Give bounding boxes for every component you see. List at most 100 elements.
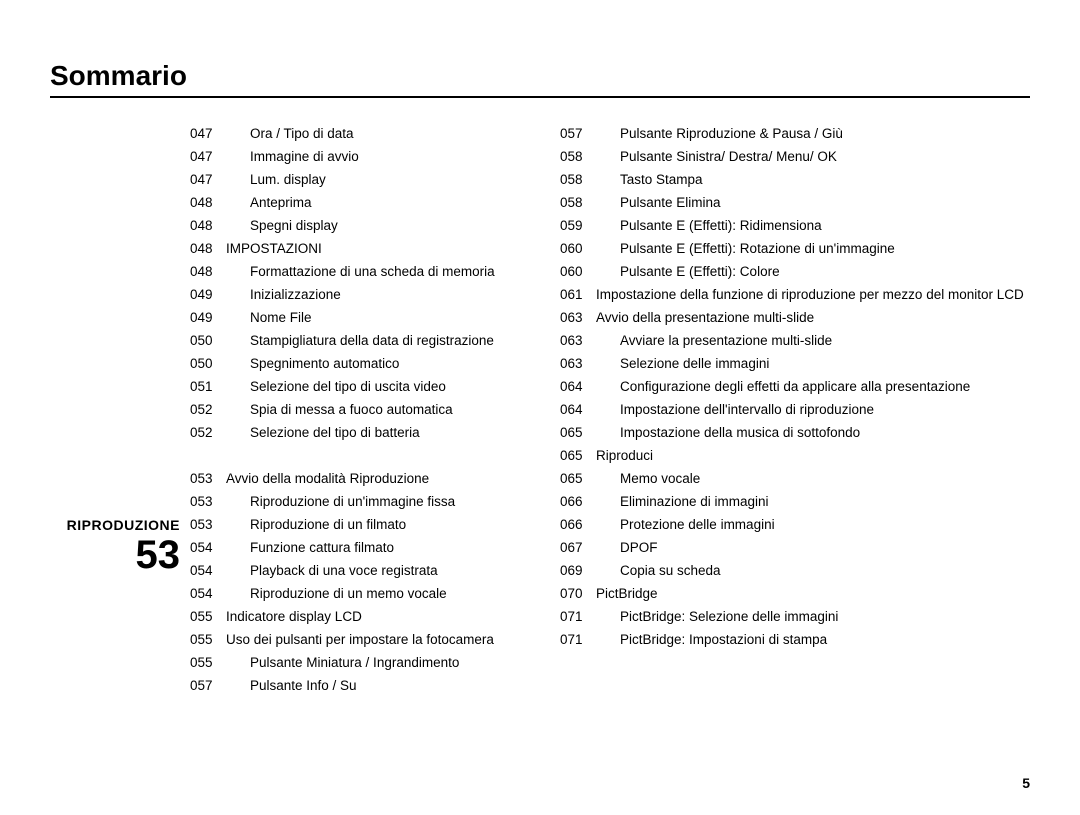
toc-entry: 064Configurazione degli effetti da appli… (560, 375, 1030, 398)
toc-entry-page: 070 (560, 582, 596, 605)
toc-entry-text: Avviare la presentazione multi-slide (596, 329, 1030, 352)
toc-entry-page: 048 (190, 237, 226, 260)
toc-entry-page: 049 (190, 283, 226, 306)
toc-entry-text: Protezione delle immagini (596, 513, 1030, 536)
toc-entry-page: 054 (190, 536, 226, 559)
toc-entry: 048Spegni display (190, 214, 520, 237)
toc-entry-text: Pulsante Sinistra/ Destra/ Menu/ OK (596, 145, 1030, 168)
toc-entry-page: 058 (560, 168, 596, 191)
toc-entry-page: 048 (190, 191, 226, 214)
toc-entry-page: 059 (560, 214, 596, 237)
toc-entry-page: 057 (560, 122, 596, 145)
toc-entry-text: Riproduzione di un'immagine fissa (226, 490, 520, 513)
toc-entry: 053Riproduzione di un filmato (190, 513, 520, 536)
toc-entry: 066Protezione delle immagini (560, 513, 1030, 536)
toc-entry-text: Ora / Tipo di data (226, 122, 520, 145)
toc-entry-text: Inizializzazione (226, 283, 520, 306)
toc-entry: 047Immagine di avvio (190, 145, 520, 168)
toc-entry: 070PictBridge (560, 582, 1030, 605)
toc-entry: 051Selezione del tipo di uscita video (190, 375, 520, 398)
toc-entry-text: Riproduzione di un filmato (226, 513, 520, 536)
toc-entry-page: 064 (560, 398, 596, 421)
toc-entry-page: 063 (560, 329, 596, 352)
toc-entry-text: Funzione cattura filmato (226, 536, 520, 559)
toc-entry-page: 054 (190, 582, 226, 605)
toc-entry-text: PictBridge: Selezione delle immagini (596, 605, 1030, 628)
toc-entry: 052Selezione del tipo di batteria (190, 421, 520, 444)
toc-entry: 063Avvio della presentazione multi-slide (560, 306, 1030, 329)
toc-entry-page: 057 (190, 674, 226, 697)
toc-entry-text: Spia di messa a fuoco automatica (226, 398, 520, 421)
toc-entry: 055Indicatore display LCD (190, 605, 520, 628)
toc-entry: 071PictBridge: Selezione delle immagini (560, 605, 1030, 628)
toc-entry: 055Uso dei pulsanti per impostare la fot… (190, 628, 520, 651)
toc-entry: 060Pulsante E (Effetti): Rotazione di un… (560, 237, 1030, 260)
toc-entry-text: Impostazione della musica di sottofondo (596, 421, 1030, 444)
toc-entry-page: 058 (560, 191, 596, 214)
toc-entry-page: 060 (560, 260, 596, 283)
toc-entry-page: 058 (560, 145, 596, 168)
toc-entry: 059Pulsante E (Effetti): Ridimensiona (560, 214, 1030, 237)
toc-entry-page: 067 (560, 536, 596, 559)
toc-entry: 047Lum. display (190, 168, 520, 191)
toc-entry: 057Pulsante Info / Su (190, 674, 520, 697)
toc-entry-text: Pulsante Miniatura / Ingrandimento (226, 651, 520, 674)
toc-entry-text: Immagine di avvio (226, 145, 520, 168)
toc-entry-page: 049 (190, 306, 226, 329)
toc-entry: 060Pulsante E (Effetti): Colore (560, 260, 1030, 283)
toc-entry: 061Impostazione della funzione di riprod… (560, 283, 1030, 306)
toc-entry: 063Avviare la presentazione multi-slide (560, 329, 1030, 352)
toc-entry-text: Pulsante E (Effetti): Colore (596, 260, 1030, 283)
toc-entry-page: 053 (190, 467, 226, 490)
toc-entry-text: Eliminazione di immagini (596, 490, 1030, 513)
left-entries: 047Ora / Tipo di data047Immagine di avvi… (190, 122, 520, 697)
toc-entry-page: 071 (560, 605, 596, 628)
toc-entry-text: Pulsante Elimina (596, 191, 1030, 214)
page-number: 5 (1022, 775, 1030, 791)
toc-entry: 048Anteprima (190, 191, 520, 214)
right-entries: 057Pulsante Riproduzione & Pausa / Giù05… (560, 122, 1030, 651)
toc-entry-page: 066 (560, 513, 596, 536)
toc-entry: 066Eliminazione di immagini (560, 490, 1030, 513)
toc-entry-text: Avvio della modalità Riproduzione (226, 467, 520, 490)
toc-entry: 055Pulsante Miniatura / Ingrandimento (190, 651, 520, 674)
toc-entry-text: Indicatore display LCD (226, 605, 520, 628)
toc-entry: 065Memo vocale (560, 467, 1030, 490)
page-title: Sommario (50, 60, 1030, 98)
toc-entry-text: Formattazione di una scheda di memoria (226, 260, 520, 283)
toc-entry-text: Stampigliatura della data di registrazio… (226, 329, 520, 352)
toc-entry: 052Spia di messa a fuoco automatica (190, 398, 520, 421)
toc-entry: 069Copia su scheda (560, 559, 1030, 582)
toc-entry: 054Riproduzione di un memo vocale (190, 582, 520, 605)
toc-entry: 054Playback di una voce registrata (190, 559, 520, 582)
toc-entry-page: 063 (560, 306, 596, 329)
toc-entry-page: 047 (190, 145, 226, 168)
toc-entry: 047Ora / Tipo di data (190, 122, 520, 145)
toc-entry-text: Pulsante E (Effetti): Ridimensiona (596, 214, 1030, 237)
toc-entry: 049Inizializzazione (190, 283, 520, 306)
toc-entry-text: IMPOSTAZIONI (226, 237, 520, 260)
toc-entry-text: PictBridge: Impostazioni di stampa (596, 628, 1030, 651)
toc-entry-text: Impostazione della funzione di riproduzi… (596, 283, 1030, 306)
toc-entry-text: Pulsante E (Effetti): Rotazione di un'im… (596, 237, 1030, 260)
toc-entry: 067DPOF (560, 536, 1030, 559)
toc-entry-text: Impostazione dell'intervallo di riproduz… (596, 398, 1030, 421)
toc-entry: 058Tasto Stampa (560, 168, 1030, 191)
toc-entry-text: Spegni display (226, 214, 520, 237)
toc-entry: 053Avvio della modalità Riproduzione (190, 467, 520, 490)
section-label-area: RIPRODUZIONE 53 (50, 122, 190, 697)
toc-entry-text: PictBridge (596, 582, 1030, 605)
toc-entry-page: 061 (560, 283, 596, 306)
toc-entry: 063Selezione delle immagini (560, 352, 1030, 375)
toc-entry-text: Anteprima (226, 191, 520, 214)
toc-entry-page: 050 (190, 329, 226, 352)
toc-entry-page: 063 (560, 352, 596, 375)
toc-entry-page: 065 (560, 421, 596, 444)
toc-entry-text: Selezione delle immagini (596, 352, 1030, 375)
toc-entry: 065Riproduci (560, 444, 1030, 467)
toc-entry: 065Impostazione della musica di sottofon… (560, 421, 1030, 444)
toc-entry: 048Formattazione di una scheda di memori… (190, 260, 520, 283)
toc-entry-page: 048 (190, 260, 226, 283)
toc-entry-text: Configurazione degli effetti da applicar… (596, 375, 1030, 398)
toc-entry-page: 071 (560, 628, 596, 651)
